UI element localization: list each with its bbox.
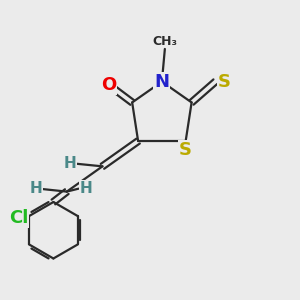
Text: S: S <box>218 73 231 91</box>
Text: H: H <box>80 181 92 196</box>
Text: H: H <box>63 156 76 171</box>
Text: N: N <box>154 73 169 91</box>
Text: Cl: Cl <box>9 209 28 227</box>
Text: H: H <box>29 181 42 196</box>
Text: CH₃: CH₃ <box>152 35 177 48</box>
Text: S: S <box>179 141 192 159</box>
Text: O: O <box>101 76 116 94</box>
